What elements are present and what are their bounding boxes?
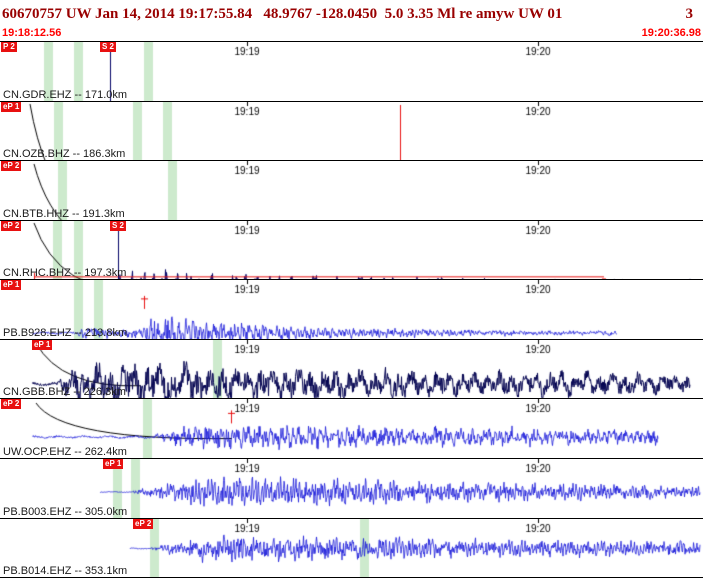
trace-panel-cn-gdr-ehz: P 2 S 2 CN.GDR.EHZ -- 171.0km — [0, 42, 703, 102]
trace-panel-cn-btb-hhz: eP 2 CN.BTB.HHZ -- 191.3km — [0, 161, 703, 221]
phase-pick-flag[interactable]: S 2 — [110, 220, 127, 231]
phase-pick-flag[interactable]: P 2 — [1, 42, 17, 52]
time-window-bar: 19:18:12.56 19:20:36.98 — [0, 26, 703, 41]
window-end-time: 19:20:36.98 — [641, 27, 701, 39]
event-extra-count: 3 — [685, 5, 694, 22]
phase-pick-flag[interactable]: eP 2 — [133, 518, 154, 529]
phase-pick-flag[interactable]: eP 2 — [1, 220, 22, 231]
station-label: CN.RHC.BHZ -- 197.3km — [3, 267, 127, 280]
trace-panel-cn-ozb-bhz: eP 1 CN.OZB.BHZ -- 186.3km — [0, 101, 703, 162]
phase-pick-flag[interactable]: eP 2 — [1, 399, 22, 410]
station-label: UW.OCP.EHZ -- 262.4km — [3, 445, 127, 458]
station-label: CN.GDR.EHZ -- 171.0km — [3, 88, 128, 101]
station-label: PB.B014.EHZ -- 353.1km — [3, 565, 128, 578]
station-label: CN.BTB.HHZ -- 191.3km — [3, 207, 125, 220]
trace-panel-pb-b014-ehz: eP 2 PB.B014.EHZ -- 353.1km — [0, 518, 703, 578]
waveform-canvas[interactable] — [0, 101, 703, 161]
phase-pick-flag[interactable]: eP 1 — [1, 101, 22, 112]
trace-panel-cn-rhc-bhz: eP 2 S 2 CN.RHC.BHZ -- 197.3km — [0, 220, 703, 281]
trace-panel-pb-b928-ehz: eP 1 PB.B928.EHZ -- 213.8km — [0, 280, 703, 340]
station-label: CN.OZB.BHZ -- 186.3km — [3, 148, 126, 161]
station-label: PB.B928.EHZ -- 213.8km — [3, 326, 128, 339]
waveform-canvas[interactable] — [0, 339, 703, 399]
waveform-canvas[interactable] — [0, 399, 703, 458]
phase-pick-flag[interactable]: eP 1 — [1, 280, 22, 291]
waveform-canvas[interactable] — [0, 161, 703, 220]
event-info: 60670757 UW Jan 14, 2014 19:17:55.84 48.… — [2, 5, 563, 22]
event-header: 60670757 UW Jan 14, 2014 19:17:55.84 48.… — [0, 0, 703, 26]
phase-pick-flag[interactable]: S 2 — [100, 42, 117, 52]
station-label: PB.B003.EHZ -- 305.0km — [3, 505, 128, 518]
station-label: CN.GBB.BHZ -- 226.3km — [3, 386, 126, 399]
window-start-time: 19:18:12.56 — [2, 27, 62, 39]
phase-pick-flag[interactable]: eP 2 — [1, 161, 22, 172]
trace-panel-cn-gbb-bhz: eP 1 CN.GBB.BHZ -- 226.3km — [0, 339, 703, 400]
phase-pick-flag[interactable]: eP 1 — [103, 458, 124, 469]
waveform-canvas[interactable] — [0, 280, 703, 339]
waveform-canvas[interactable] — [0, 518, 703, 578]
trace-panel-uw-ocp-ehz: eP 2 UW.OCP.EHZ -- 262.4km — [0, 399, 703, 459]
waveform-canvas[interactable] — [0, 42, 703, 101]
trace-panel-pb-b003-ehz: eP 1 PB.B003.EHZ -- 305.0km — [0, 458, 703, 519]
phase-pick-flag[interactable]: eP 1 — [32, 339, 53, 350]
